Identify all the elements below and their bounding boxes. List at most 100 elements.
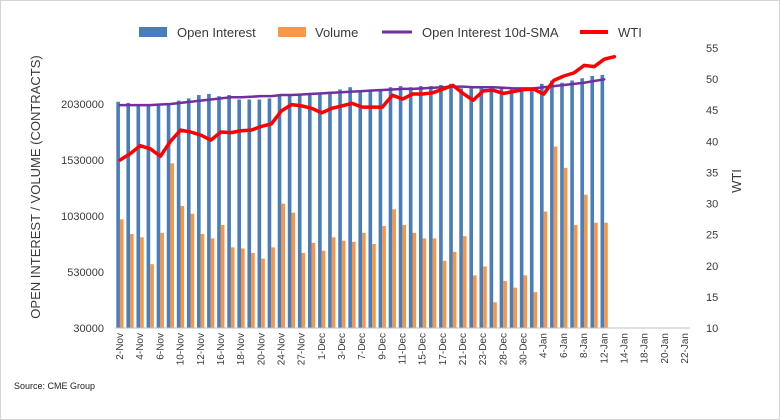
volume-bar [210,238,215,328]
legend-item-open-interest-sma: Open Interest 10d-SMA [382,25,559,40]
volume-bar [220,224,225,328]
volume-bar [160,232,164,328]
x-tick-label: 18-Jan [640,333,651,364]
open-interest-bar [287,95,292,328]
volume-bar [150,264,154,328]
volume-bar [543,211,548,328]
volume-bar [553,146,558,328]
volume-bar [563,167,568,328]
x-tick-label: 15-Dec [418,333,429,365]
volume-bar [533,292,538,328]
right-axis-ticks: 10 15 20 25 30 35 40 45 50 55 [706,43,718,335]
open-interest-bar [176,100,181,328]
open-interest-bar [338,89,342,328]
volume-bar [140,237,144,328]
legend-label-volume: Volume [315,25,358,40]
volume-bar [372,244,376,328]
right-tick-label: 10 [706,323,718,335]
volume-bar [119,219,124,328]
right-tick-label: 50 [706,74,718,86]
open-interest-bar [146,105,151,329]
open-interest-bar [529,88,534,328]
x-tick-label: 20-Nov [256,333,267,365]
volume-bar [473,275,477,328]
volume-bar [291,212,296,328]
right-tick-label: 40 [706,136,718,148]
open-interest-bar [469,88,474,328]
x-tick-label: 10-Nov [176,333,187,365]
open-interest-bar [328,91,332,329]
left-tick-label: 530000 [67,267,104,279]
volume-bar [341,240,346,328]
volume-bar [382,226,386,328]
open-interest-bar [439,84,443,329]
volume-bar [432,238,437,328]
x-axis-ticks: 2-Nov 4-Nov 6-Nov 10-Nov 12-Nov 16-Nov 18-Nov 2… [115,333,691,365]
left-axis-title: OPEN INTEREST / VOLUME (CONTRACTS) [28,55,43,318]
open-interest-bar [459,88,463,328]
open-interest-bar [237,99,241,329]
legend-item-volume: Volume [278,25,358,40]
open-interest-bar [217,96,221,328]
volume-bar [483,266,487,328]
volume-bar [261,258,265,328]
legend-label-open-interest: Open Interest [177,25,256,40]
open-interest-bar [277,95,282,328]
volume-bar [462,236,467,328]
open-interest-bar [550,80,554,328]
legend: Open Interest Volume Open Interest 10d-S… [139,25,642,40]
volume-bar [402,224,407,328]
left-tick-label: 1530000 [61,155,104,167]
volume-bar [190,213,195,328]
volume-bar [362,232,366,328]
x-tick-label: 17-Dec [438,333,449,365]
x-tick-label: 14-Jan [619,333,630,364]
open-interest-bar [378,89,383,328]
volume-bar [351,241,356,328]
volume-bar [583,194,588,328]
right-tick-label: 15 [706,292,718,304]
open-interest-bar [297,93,302,328]
volume-bar [170,163,175,328]
open-interest-bar [257,99,262,329]
x-tick-label: 16-Nov [216,333,227,365]
right-tick-label: 30 [706,199,718,211]
volume-bar [452,251,457,328]
x-tick-label: 1-Dec [317,333,328,360]
open-interest-bar [509,89,514,328]
volume-bar [241,248,245,328]
open-interest-bar [418,86,423,328]
open-interest-bar [348,87,352,328]
open-interest-bar [479,87,484,328]
open-interest-bar [247,99,252,329]
left-tick-label: 2030000 [61,99,104,111]
wti-line [118,54,617,162]
volume-bar [251,252,255,328]
left-tick-label: 1030000 [61,211,104,223]
open-interest-bar [358,90,363,328]
open-interest-bar [590,76,595,328]
bars-layer [116,74,608,329]
open-interest-bar [580,78,584,329]
open-interest-bar [398,86,403,328]
x-tick-label: 22-Jan [680,333,691,364]
x-tick-label: 4-Nov [135,333,146,360]
x-tick-label: 8-Jan [579,333,590,358]
volume-bar [493,302,497,328]
volume-bar [301,252,306,328]
volume-bar [503,280,507,328]
volume-bar [513,287,517,328]
volume-bar [180,205,185,328]
open-interest-bar [197,95,201,328]
x-tick-label: 12-Nov [196,333,207,365]
open-interest-bar [307,93,312,328]
open-interest-bar [318,92,322,328]
open-interest-bar [267,98,272,329]
open-interest-bar [449,83,453,328]
x-tick-label: 27-Nov [297,333,308,365]
right-tick-label: 20 [706,261,718,273]
right-axis-title: WTI [729,169,744,193]
volume-bar [392,209,396,328]
volume-bar [442,260,447,328]
